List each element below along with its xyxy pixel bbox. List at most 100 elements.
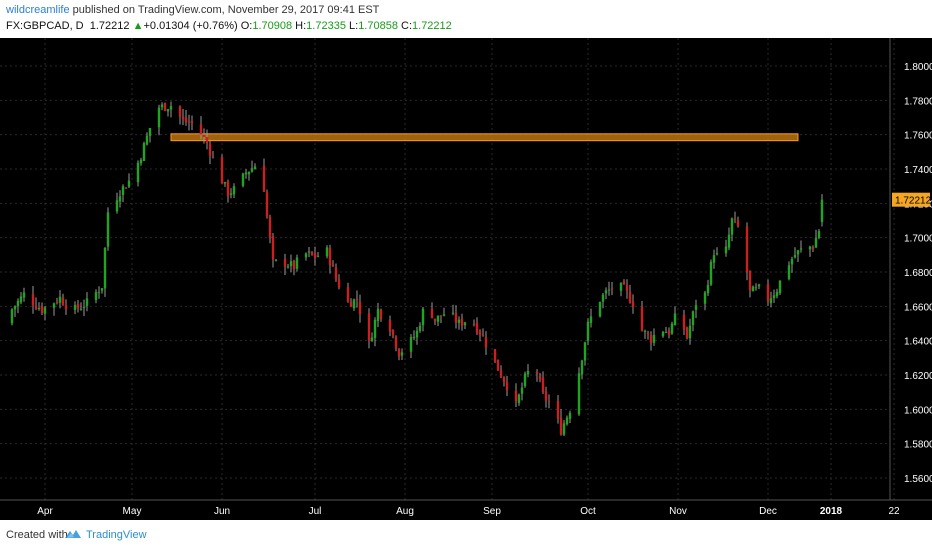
candle-body-up: [289, 261, 293, 267]
candle-body-up: [589, 316, 593, 323]
candle-body-up: [664, 331, 668, 333]
candle-body-down: [736, 220, 740, 227]
y-tick-label: 1.76000: [904, 131, 932, 142]
candle-body-up: [145, 135, 149, 145]
candle-body-up: [619, 283, 623, 291]
last-price-label-bg: [892, 192, 930, 207]
candle-body-up: [565, 417, 569, 425]
candle-body-down: [388, 319, 392, 332]
candle-body-down: [202, 134, 206, 137]
candle-body-down: [199, 124, 203, 135]
candle-body-up: [106, 212, 110, 247]
candle-body-up: [709, 261, 713, 285]
candle-body-down: [391, 329, 395, 336]
open-value: 1.70908: [252, 20, 293, 32]
candle-body-up: [670, 323, 674, 334]
candle-body-up: [790, 259, 794, 265]
candle-body-up: [598, 302, 602, 317]
chart-area[interactable]: 1.800001.780001.760001.740001.720001.700…: [0, 38, 932, 520]
candle-body-down: [478, 331, 482, 336]
x-tick-label: Nov: [669, 506, 687, 517]
candle-body-up: [253, 166, 257, 170]
candle-body-up: [223, 182, 227, 184]
time-axis[interactable]: Apr May Jun Jul Aug Sep Oct Nov Dec 2018 22: [37, 506, 900, 517]
candle-body-up: [286, 266, 290, 268]
candle-body-up: [409, 337, 413, 352]
candle-body-up: [43, 307, 47, 314]
candle-body-up: [457, 319, 461, 323]
candle-body-up: [58, 296, 62, 303]
candle-body-down: [556, 400, 560, 419]
candle-body-up: [115, 200, 119, 212]
y-tick-label: 1.70000: [904, 234, 932, 245]
y-tick-label: 1.64000: [904, 337, 932, 348]
x-tick-label: 2018: [820, 506, 843, 517]
candle-body-down: [439, 315, 443, 317]
candle-body-up: [436, 315, 440, 322]
candle-body-up: [370, 337, 374, 342]
publish-line: wildcreamlife published on TradingView.c…: [6, 4, 379, 16]
candle-body-down: [535, 371, 539, 374]
candle-body-down: [205, 137, 209, 144]
candle-body-down: [505, 382, 509, 391]
candle-body-down: [541, 377, 545, 393]
candle-body-up: [523, 373, 527, 387]
candle-body-down: [328, 247, 332, 266]
candle-body-up: [712, 255, 716, 263]
candle-body-down: [472, 323, 476, 325]
candle-body-down: [748, 270, 752, 291]
author-link[interactable]: wildcreamlife: [6, 4, 70, 16]
candle-body-down: [646, 332, 650, 335]
close-value: 1.72212: [412, 20, 452, 32]
candle-body-up: [562, 423, 566, 435]
candle-body-up: [817, 231, 821, 238]
candle-body-up: [16, 300, 20, 307]
candle-body-down: [349, 302, 353, 307]
candle-body-up: [586, 321, 590, 341]
candle-body-up: [601, 294, 605, 302]
candle-body-up: [442, 314, 446, 316]
candle-body-up: [793, 255, 797, 258]
candle-body-up: [517, 394, 521, 403]
candle-body-up: [22, 292, 26, 298]
candle-body-down: [262, 165, 266, 192]
candle-body-down: [190, 120, 194, 124]
candle-body-up: [37, 308, 41, 310]
y-tick-label: 1.80000: [904, 62, 932, 73]
candle-body-down: [163, 103, 167, 111]
candlestick-chart[interactable]: 1.800001.780001.760001.740001.720001.700…: [0, 38, 932, 520]
candle-body-up: [715, 253, 719, 255]
candle-body-down: [367, 313, 371, 341]
close-label: C:: [401, 20, 413, 32]
candle-body-down: [379, 309, 383, 320]
candle-body-up: [136, 162, 140, 183]
y-tick-label: 1.56000: [904, 474, 932, 485]
candle-body-down: [61, 297, 65, 305]
tradingview-brand-link[interactable]: TradingView: [86, 529, 147, 541]
candle-body-down: [460, 318, 464, 326]
candle-body-down: [547, 401, 551, 403]
low-value: 1.70858: [358, 20, 398, 32]
tradingview-logo-icon[interactable]: [64, 528, 82, 540]
candle-body-down: [394, 336, 398, 349]
candle-body-up: [352, 299, 356, 309]
x-tick-label: Apr: [37, 506, 53, 517]
candle-body-up: [229, 193, 233, 195]
candle-body-down: [631, 301, 635, 307]
candle-body-up: [169, 106, 173, 110]
resistance-zone[interactable]: [170, 133, 799, 142]
candle-body-up: [79, 308, 83, 310]
candle-body-down: [682, 314, 686, 330]
candle-body-up: [604, 290, 608, 294]
x-tick-label: Dec: [759, 506, 777, 517]
candle-body-down: [481, 335, 485, 337]
candle-body-down: [625, 285, 629, 291]
candle-body-up: [754, 287, 758, 289]
candle-body-up: [775, 291, 779, 297]
candle-body-up: [568, 412, 572, 419]
candle-body-up: [250, 168, 254, 172]
candle-body-up: [412, 337, 416, 339]
candle-body-down: [622, 281, 626, 285]
candle-body-down: [745, 226, 749, 273]
candle-body-up: [415, 330, 419, 338]
